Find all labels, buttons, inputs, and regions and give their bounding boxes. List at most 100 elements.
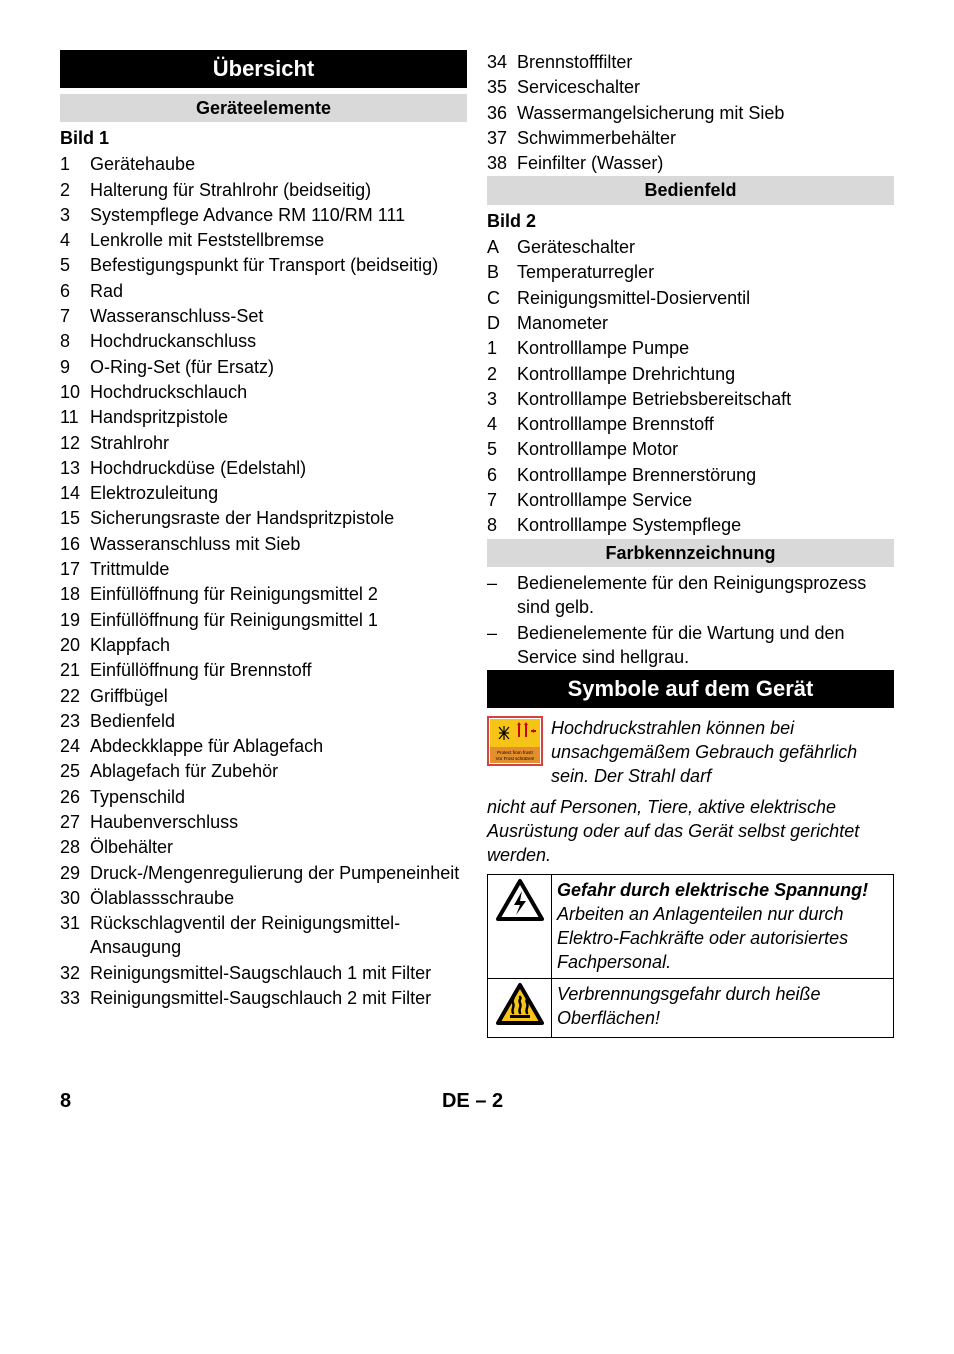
list-item-text: Serviceschalter — [517, 75, 894, 99]
list-item-number: A — [487, 235, 517, 259]
list-item-number: 3 — [487, 387, 517, 411]
list-item-text: Haubenverschluss — [90, 810, 467, 834]
elec-bold: Gefahr durch elektrische Spannung! — [557, 880, 868, 900]
list-item: 3Systempflege Advance RM 110/RM 111 — [60, 203, 467, 227]
list-item-number: 33 — [60, 986, 90, 1010]
right-column: 34Brennstofffilter35Serviceschalter36Was… — [487, 50, 894, 1038]
list-item: 31Rückschlagventil der Reinigungsmittel-… — [60, 911, 467, 960]
elec-warning-text: Gefahr durch elektrische Spannung! Arbei… — [552, 874, 894, 978]
list-item-number: 5 — [60, 253, 90, 277]
list-item-text: Befestigungspunkt für Transport (beidsei… — [90, 253, 467, 277]
list-item-text: Bedienelemente für den Reinigungsprozess… — [517, 571, 894, 620]
list-item-text: Lenkrolle mit Feststellbremse — [90, 228, 467, 252]
list-item: 35Serviceschalter — [487, 75, 894, 99]
list-item: –Bedienelemente für die Wartung und den … — [487, 621, 894, 670]
list-item: 6Kontrolllampe Brennerstörung — [487, 463, 894, 487]
list-item-text: Reinigungsmittel-Dosierventil — [517, 286, 894, 310]
list-item: 7Kontrolllampe Service — [487, 488, 894, 512]
panel-title: Bedienfeld — [487, 176, 894, 204]
list-item: DManometer — [487, 311, 894, 335]
list-item: 30Ölablassschraube — [60, 886, 467, 910]
list-item-number: 32 — [60, 961, 90, 985]
list-item: 25Ablagefach für Zubehör — [60, 759, 467, 783]
list-item: 8Hochdruckanschluss — [60, 329, 467, 353]
list-item-number: 8 — [487, 513, 517, 537]
list-item-text: Abdeckklappe für Ablagefach — [90, 734, 467, 758]
list-item-number: 30 — [60, 886, 90, 910]
list-item: 27Haubenverschluss — [60, 810, 467, 834]
list-item-text: Temperaturregler — [517, 260, 894, 284]
list-item-number: 27 — [60, 810, 90, 834]
color-list: –Bedienelemente für den Reinigungsprozes… — [487, 571, 894, 669]
elec-warning-row: Gefahr durch elektrische Spannung! Arbei… — [488, 874, 894, 978]
list-item: 15Sicherungsraste der Handspritzpistole — [60, 506, 467, 530]
list-item-number: 6 — [60, 279, 90, 303]
bild1-label: Bild 1 — [60, 126, 467, 150]
list-item-text: Kontrolllampe Systempflege — [517, 513, 894, 537]
list-item-text: Manometer — [517, 311, 894, 335]
list-item: 2Halterung für Strahlrohr (beidseitig) — [60, 178, 467, 202]
list-item-text: Halterung für Strahlrohr (beidseitig) — [90, 178, 467, 202]
list-item: 10Hochdruckschlauch — [60, 380, 467, 404]
list-item-text: Rückschlagventil der Reinigungsmittel-An… — [90, 911, 467, 960]
list-item: 14Elektrozuleitung — [60, 481, 467, 505]
list-item-number: 9 — [60, 355, 90, 379]
electric-warning-icon — [488, 874, 552, 978]
list-item-text: Wasseranschluss mit Sieb — [90, 532, 467, 556]
list-item-text: Wasseranschluss-Set — [90, 304, 467, 328]
list-item: 20Klappfach — [60, 633, 467, 657]
jet-warning-lead: Hochdruckstrahlen können bei unsachgemäß… — [551, 716, 894, 789]
list-item-number: 24 — [60, 734, 90, 758]
list-item: 4Lenkrolle mit Feststellbremse — [60, 228, 467, 252]
list-item-text: Trittmulde — [90, 557, 467, 581]
list-item-text: Kontrolllampe Motor — [517, 437, 894, 461]
page-content: Übersicht Geräteelemente Bild 1 1Geräteh… — [60, 50, 894, 1038]
list-item-number: 37 — [487, 126, 517, 150]
list-item-text: Kontrolllampe Betriebsbereitschaft — [517, 387, 894, 411]
left-column: Übersicht Geräteelemente Bild 1 1Geräteh… — [60, 50, 467, 1038]
list-item-text: Druck-/Mengenregulierung der Pumpeneinhe… — [90, 861, 467, 885]
list-item-number: 21 — [60, 658, 90, 682]
list-item-number: 20 — [60, 633, 90, 657]
list-item-number: 1 — [60, 152, 90, 176]
list-item-text: Gerätehaube — [90, 152, 467, 176]
list-item-text: Kontrolllampe Pumpe — [517, 336, 894, 360]
list-item-number: 4 — [487, 412, 517, 436]
list-item-number: 7 — [487, 488, 517, 512]
overview-title: Übersicht — [60, 50, 467, 88]
list-item: 12Strahlrohr — [60, 431, 467, 455]
list-item-text: Bedienfeld — [90, 709, 467, 733]
list-item: 33Reinigungsmittel-Saugschlauch 2 mit Fi… — [60, 986, 467, 1010]
elec-body: Arbeiten an Anlagenteilen nur durch Elek… — [557, 904, 848, 973]
list-item-number: 29 — [60, 861, 90, 885]
list-item: AGeräteschalter — [487, 235, 894, 259]
page-number: 8 — [60, 1088, 71, 1115]
list-item: 3Kontrolllampe Betriebsbereitschaft — [487, 387, 894, 411]
symbols-title: Symbole auf dem Gerät — [487, 670, 894, 708]
list-item-number: 16 — [60, 532, 90, 556]
list-item: 5Kontrolllampe Motor — [487, 437, 894, 461]
list-item-text: Hochdruckanschluss — [90, 329, 467, 353]
list-item-text: Feinfilter (Wasser) — [517, 151, 894, 175]
list-item-text: Griffbügel — [90, 684, 467, 708]
list-item-text: Bedienelemente für die Wartung und den S… — [517, 621, 894, 670]
list-item: 37Schwimmerbehälter — [487, 126, 894, 150]
list-item-number: 15 — [60, 506, 90, 530]
list-item-text: Kontrolllampe Drehrichtung — [517, 362, 894, 386]
bild2-label: Bild 2 — [487, 209, 894, 233]
list-item-text: Einfüllöffnung für Brennstoff — [90, 658, 467, 682]
list-item: 9O-Ring-Set (für Ersatz) — [60, 355, 467, 379]
list-item-text: Reinigungsmittel-Saugschlauch 1 mit Filt… — [90, 961, 467, 985]
list-item-number: 4 — [60, 228, 90, 252]
list-item-text: Ablagefach für Zubehör — [90, 759, 467, 783]
list-item-text: Kontrolllampe Brennerstörung — [517, 463, 894, 487]
list-item-number: 22 — [60, 684, 90, 708]
list-item: 1Kontrolllampe Pumpe — [487, 336, 894, 360]
burn-warning-row: Verbrennungsgefahr durch heiße Oberfläch… — [488, 978, 894, 1037]
list-item: 24Abdeckklappe für Ablagefach — [60, 734, 467, 758]
list-item: 7Wasseranschluss-Set — [60, 304, 467, 328]
list-item: 6Rad — [60, 279, 467, 303]
list-item-number: 12 — [60, 431, 90, 455]
list-item: 23Bedienfeld — [60, 709, 467, 733]
list-item-number: 7 — [60, 304, 90, 328]
